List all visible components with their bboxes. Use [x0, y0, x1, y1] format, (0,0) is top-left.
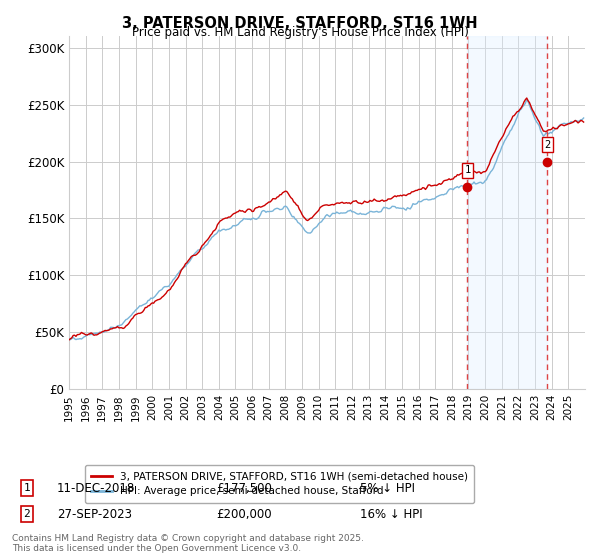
Text: £177,500: £177,500	[216, 482, 272, 495]
Text: 5% ↓ HPI: 5% ↓ HPI	[360, 482, 415, 495]
Text: Contains HM Land Registry data © Crown copyright and database right 2025.
This d: Contains HM Land Registry data © Crown c…	[12, 534, 364, 553]
Text: 27-SEP-2023: 27-SEP-2023	[57, 507, 132, 521]
Text: £200,000: £200,000	[216, 507, 272, 521]
Text: 16% ↓ HPI: 16% ↓ HPI	[360, 507, 422, 521]
Text: 1: 1	[23, 483, 31, 493]
Text: 1: 1	[464, 165, 470, 175]
Bar	[467, 36, 547, 389]
Text: 11-DEC-2018: 11-DEC-2018	[57, 482, 135, 495]
Text: 2: 2	[23, 509, 31, 519]
Legend: 3, PATERSON DRIVE, STAFFORD, ST16 1WH (semi-detached house), HPI: Average price,: 3, PATERSON DRIVE, STAFFORD, ST16 1WH (s…	[85, 465, 474, 503]
Text: Price paid vs. HM Land Registry's House Price Index (HPI): Price paid vs. HM Land Registry's House …	[131, 26, 469, 39]
Text: 3, PATERSON DRIVE, STAFFORD, ST16 1WH: 3, PATERSON DRIVE, STAFFORD, ST16 1WH	[122, 16, 478, 31]
Text: 2: 2	[544, 139, 551, 150]
